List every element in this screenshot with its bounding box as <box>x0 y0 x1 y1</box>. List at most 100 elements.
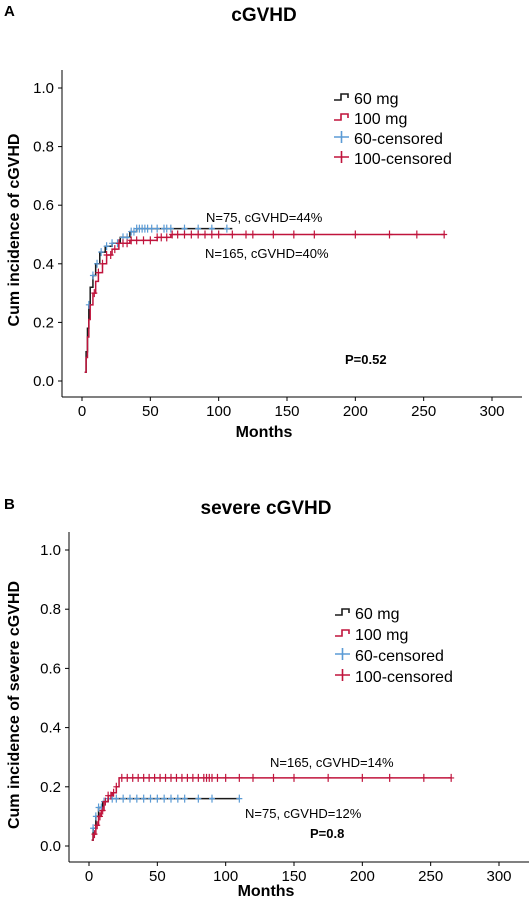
censor-mark-100mg <box>352 230 359 239</box>
censor-mark-60mg <box>174 794 181 803</box>
censor-mark-100mg <box>195 773 202 782</box>
censor-mark-100mg <box>325 773 332 782</box>
series-line-60mg <box>91 797 240 841</box>
censor-mark-60mg <box>154 794 161 803</box>
legend-label-60mg: 60 mg <box>355 606 399 623</box>
censor-mark-100mg <box>420 773 427 782</box>
legend-label-60-censored: 60-censored <box>355 648 444 665</box>
censor-mark-100mg <box>168 773 174 782</box>
censor-mark-60mg <box>98 248 105 257</box>
legend-swatch-100-censored <box>334 151 349 163</box>
legend-swatch-60mg <box>334 93 349 101</box>
y-tick-label: 0.2 <box>33 314 54 331</box>
annotation-60mg: N=75, cGVHD=12% <box>245 806 362 821</box>
legend: 60 mg 100 mg 60-censored 100-censored <box>354 91 452 168</box>
censor-mark-60mg <box>168 794 174 803</box>
censor-mark-100mg <box>157 773 164 782</box>
censor-mark-100mg <box>270 230 277 239</box>
legend-label-100mg: 100 mg <box>355 627 408 644</box>
legend-label-60mg: 60 mg <box>354 91 398 108</box>
censor-mark-100mg <box>110 788 117 797</box>
censor-mark-100mg <box>448 773 455 782</box>
censor-mark-100mg <box>222 773 229 782</box>
censor-mark-100mg <box>178 773 185 782</box>
censor-mark-60mg <box>113 794 120 803</box>
censor-mark-100mg <box>243 230 249 239</box>
censor-mark-100mg <box>140 236 147 245</box>
censor-mark-100mg <box>95 268 102 277</box>
y-tick-label: 0.4 <box>33 256 54 273</box>
chart-title: cGVHD <box>231 5 296 26</box>
x-tick-label: 200 <box>343 403 368 420</box>
x-tick-label: 150 <box>281 868 306 885</box>
censor-mark-100mg <box>184 773 191 782</box>
legend-label-100-censored: 100-censored <box>354 151 452 168</box>
censor-mark-100mg <box>133 236 140 245</box>
x-tick-label: 100 <box>213 868 238 885</box>
x-tick-label: 300 <box>479 403 504 420</box>
legend: 60 mg 100 mg 60-censored 100-censored <box>355 606 453 686</box>
censor-mark-100mg <box>129 773 136 782</box>
x-tick-label: 50 <box>149 868 166 885</box>
y-tick-label: 1.0 <box>40 542 61 559</box>
y-axis-label: Cum incidence of cGVHD <box>6 134 23 327</box>
annotation-100mg: N=165, cGVHD=14% <box>270 755 394 770</box>
p-value: P=0.8 <box>310 826 344 841</box>
y-axis-label: Cum incidence of severe cGVHD <box>6 581 23 829</box>
panel-letter: A <box>4 3 15 20</box>
chart-title: severe cGVHD <box>201 498 332 519</box>
censor-mark-60mg <box>127 794 133 803</box>
y-tick-label: 0.0 <box>40 838 61 855</box>
censor-mark-60mg <box>209 794 215 803</box>
censor-mark-100mg <box>99 259 106 268</box>
censor-mark-100mg <box>147 236 154 245</box>
censor-mark-100mg <box>135 773 142 782</box>
censor-mark-100mg <box>94 821 101 830</box>
x-axis-label: Months <box>236 424 293 441</box>
y-tick-label: 0.8 <box>40 601 61 618</box>
panel-b: B severe cGVHD Months Cum incidence of s… <box>4 496 529 900</box>
legend-swatch-60-censored <box>335 648 350 660</box>
censor-mark-100mg <box>158 233 165 242</box>
censor-mark-100mg <box>386 773 393 782</box>
p-value: P=0.52 <box>345 352 387 367</box>
censor-mark-60mg <box>109 239 116 248</box>
censor-mark-100mg <box>91 830 98 839</box>
censor-mark-100mg <box>311 230 318 239</box>
censor-mark-100mg <box>249 230 256 239</box>
censor-mark-60mg <box>147 794 154 803</box>
censor-mark-100mg <box>215 230 222 239</box>
legend-swatch-100mg <box>335 629 350 637</box>
censor-mark-100mg <box>96 812 103 821</box>
legend-swatch-100mg <box>334 113 349 121</box>
censor-mark-100mg <box>113 782 120 791</box>
x-axis-label: Months <box>238 883 295 900</box>
censor-mark-100mg <box>163 233 170 242</box>
censor-mark-100mg <box>124 239 131 248</box>
y-tick-label: 0.6 <box>40 660 61 677</box>
y-tick-label: 0.4 <box>40 720 61 737</box>
y-tick-label: 0.8 <box>33 139 54 156</box>
legend-label-100-censored: 100-censored <box>355 669 453 686</box>
legend-label-100mg: 100 mg <box>354 111 407 128</box>
panel-letter: B <box>4 496 15 513</box>
censor-mark-100mg <box>236 773 243 782</box>
censor-mark-100mg <box>209 773 215 782</box>
censor-mark-100mg <box>162 773 169 782</box>
censor-mark-100mg <box>270 773 277 782</box>
legend-swatch-100-censored <box>335 669 350 681</box>
x-tick-label: 250 <box>411 403 436 420</box>
censor-mark-100mg <box>91 289 98 298</box>
panel-a: A cGVHD Months Cum incidence of cGVHD N=… <box>4 3 522 441</box>
censor-mark-100mg <box>151 773 158 782</box>
x-tick-label: 100 <box>206 403 231 420</box>
censor-mark-100mg <box>140 773 147 782</box>
censor-mark-100mg <box>441 230 448 239</box>
legend-swatch-60-censored <box>334 131 349 143</box>
censor-mark-100mg <box>174 230 181 239</box>
censor-mark-100mg <box>107 251 114 260</box>
censor-mark-100mg <box>413 230 420 239</box>
censor-mark-60mg <box>94 259 101 268</box>
censor-mark-100mg <box>102 797 109 806</box>
